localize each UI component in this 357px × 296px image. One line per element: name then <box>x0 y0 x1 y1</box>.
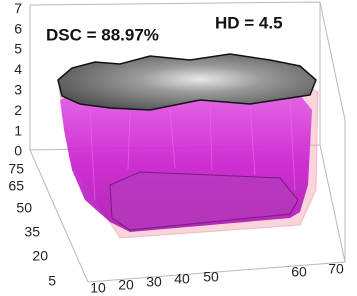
y-tick-label: 50 <box>16 200 32 216</box>
top-surface <box>57 53 317 111</box>
y-tick-label: 35 <box>24 224 40 240</box>
x-tick-label: 40 <box>174 271 190 287</box>
y-tick-label: 75 <box>8 161 24 177</box>
x-tick-label: 10 <box>90 280 106 296</box>
x-tick-label: 70 <box>328 261 344 277</box>
y-tick-label: 65 <box>8 178 24 194</box>
z-tick-label: 2 <box>14 102 22 118</box>
segmentation-bottom <box>109 171 299 231</box>
z-tick-label: 7 <box>14 0 22 16</box>
z-tick-label: 4 <box>14 61 22 77</box>
side-streaks <box>89 99 296 201</box>
z-tick-label: 1 <box>14 122 22 138</box>
y-tick-label: 20 <box>32 248 48 264</box>
z-tick-label: 0 <box>14 143 22 159</box>
x-tick-label: 30 <box>146 274 162 290</box>
x-tick-label: 20 <box>118 277 134 293</box>
hd-annotation: HD = 4.5 <box>215 13 283 32</box>
z-tick-label: 5 <box>14 41 22 57</box>
z-tick-label: 6 <box>14 20 22 36</box>
x-tick-label: 60 <box>291 264 307 280</box>
y-tick-label: 5 <box>48 273 56 289</box>
x-tick-label: 50 <box>203 269 219 285</box>
z-tick-label: 3 <box>14 82 22 98</box>
dsc-annotation: DSC = 88.97% <box>46 25 159 44</box>
